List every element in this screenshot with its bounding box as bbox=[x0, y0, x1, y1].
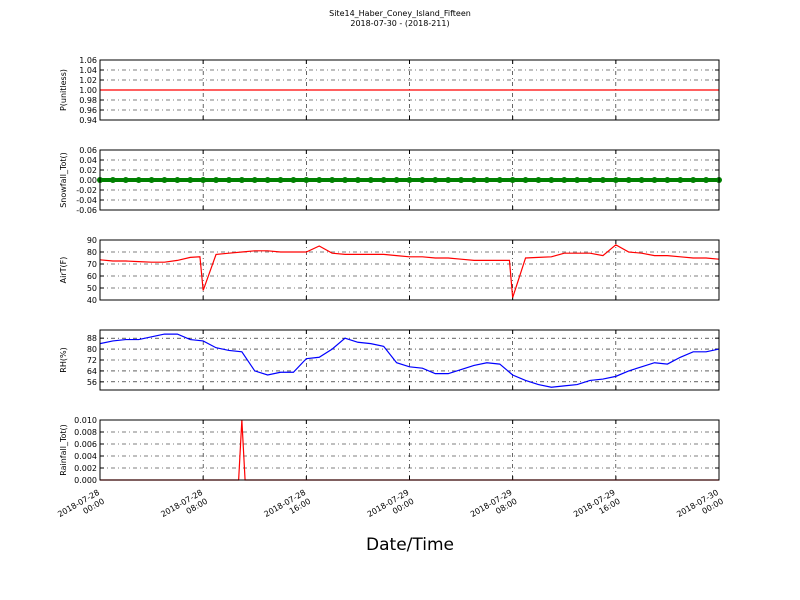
data-point bbox=[483, 177, 490, 183]
data-point bbox=[225, 177, 232, 183]
y-tick-label: -0.02 bbox=[76, 186, 97, 195]
data-point bbox=[122, 177, 129, 183]
data-point bbox=[612, 177, 619, 183]
plot-frame bbox=[99, 329, 720, 391]
data-point bbox=[213, 177, 220, 183]
y-tick-label: 60 bbox=[87, 272, 97, 281]
data-point bbox=[354, 177, 361, 183]
data-point bbox=[496, 177, 503, 183]
data-point bbox=[587, 177, 594, 183]
data-point bbox=[470, 177, 477, 183]
y-axis-label: AirT(F) bbox=[59, 257, 68, 284]
y-tick-label: -0.06 bbox=[76, 206, 97, 215]
data-point bbox=[522, 177, 529, 183]
data-point bbox=[135, 177, 142, 183]
y-tick-label: 0.06 bbox=[79, 146, 97, 155]
data-point bbox=[406, 177, 413, 183]
data-point bbox=[277, 177, 284, 183]
data-point bbox=[367, 177, 374, 183]
data-point bbox=[432, 177, 439, 183]
data-point bbox=[148, 177, 155, 183]
y-axis-label: Rainfall_Tot() bbox=[59, 424, 68, 476]
figure-title: Site14_Haber_Coney_Island_Fifteen bbox=[329, 9, 471, 18]
data-point bbox=[342, 177, 349, 183]
y-axis-label: P(unitless) bbox=[59, 69, 68, 111]
data-line bbox=[99, 333, 720, 388]
y-tick-label: 80 bbox=[87, 248, 97, 257]
data-point bbox=[677, 177, 684, 183]
plot-frame bbox=[99, 239, 720, 301]
y-tick-label: 0.008 bbox=[74, 428, 97, 437]
y-tick-label: 0.004 bbox=[74, 452, 97, 461]
y-tick-label: 90 bbox=[87, 236, 97, 245]
data-point bbox=[458, 177, 465, 183]
data-point bbox=[200, 177, 207, 183]
y-tick-label: 64 bbox=[87, 367, 97, 376]
data-point bbox=[651, 177, 658, 183]
data-point bbox=[690, 177, 697, 183]
data-point bbox=[638, 177, 645, 183]
y-tick-label: 56 bbox=[87, 378, 97, 387]
y-tick-label: 0.02 bbox=[79, 166, 97, 175]
y-tick-label: 0.000 bbox=[74, 476, 97, 485]
data-point bbox=[419, 177, 426, 183]
y-tick-label: 1.00 bbox=[79, 86, 97, 95]
data-point bbox=[316, 177, 323, 183]
data-point bbox=[161, 177, 168, 183]
y-tick-label: 40 bbox=[87, 296, 97, 305]
x-axis-label: Date/Time bbox=[366, 535, 454, 555]
plot-frame bbox=[99, 149, 720, 211]
y-tick-label: 50 bbox=[87, 284, 97, 293]
data-point bbox=[290, 177, 297, 183]
plot-frame bbox=[99, 419, 720, 481]
y-tick-label: 1.02 bbox=[79, 76, 97, 85]
y-tick-label: -0.04 bbox=[76, 196, 97, 205]
y-tick-label: 1.04 bbox=[79, 66, 97, 75]
data-point bbox=[380, 177, 387, 183]
y-tick-label: 0.94 bbox=[79, 116, 97, 125]
data-point bbox=[329, 177, 336, 183]
y-tick-label: 88 bbox=[87, 334, 97, 343]
y-tick-label: 0.006 bbox=[74, 440, 97, 449]
data-point bbox=[109, 177, 116, 183]
data-point bbox=[174, 177, 181, 183]
data-point bbox=[509, 177, 516, 183]
y-tick-label: 0.002 bbox=[74, 464, 97, 473]
y-tick-label: 72 bbox=[87, 356, 97, 365]
y-tick-label: 70 bbox=[87, 260, 97, 269]
y-tick-label: 1.06 bbox=[79, 56, 97, 65]
y-tick-label: 0.00 bbox=[79, 176, 97, 185]
data-point bbox=[561, 177, 568, 183]
data-point bbox=[445, 177, 452, 183]
data-line bbox=[99, 244, 720, 298]
data-point bbox=[535, 177, 542, 183]
data-point bbox=[251, 177, 258, 183]
data-point bbox=[664, 177, 671, 183]
data-point bbox=[548, 177, 555, 183]
data-point bbox=[187, 177, 194, 183]
figure-subtitle: 2018-07-30 - (2018-211) bbox=[350, 19, 449, 28]
data-point bbox=[625, 177, 632, 183]
y-tick-label: 0.010 bbox=[74, 416, 97, 425]
data-point bbox=[393, 177, 400, 183]
data-point bbox=[574, 177, 581, 183]
y-tick-label: 0.98 bbox=[79, 96, 97, 105]
data-point bbox=[703, 177, 710, 183]
data-point bbox=[303, 177, 310, 183]
plot-frame bbox=[99, 59, 720, 121]
y-axis-label: Snowfall_Tot() bbox=[59, 152, 68, 208]
y-tick-label: 0.04 bbox=[79, 156, 97, 165]
data-point bbox=[599, 177, 606, 183]
y-tick-label: 0.96 bbox=[79, 106, 97, 115]
y-axis-label: RH(%) bbox=[59, 347, 68, 372]
data-point bbox=[238, 177, 245, 183]
data-point bbox=[264, 177, 271, 183]
y-tick-label: 80 bbox=[87, 345, 97, 354]
